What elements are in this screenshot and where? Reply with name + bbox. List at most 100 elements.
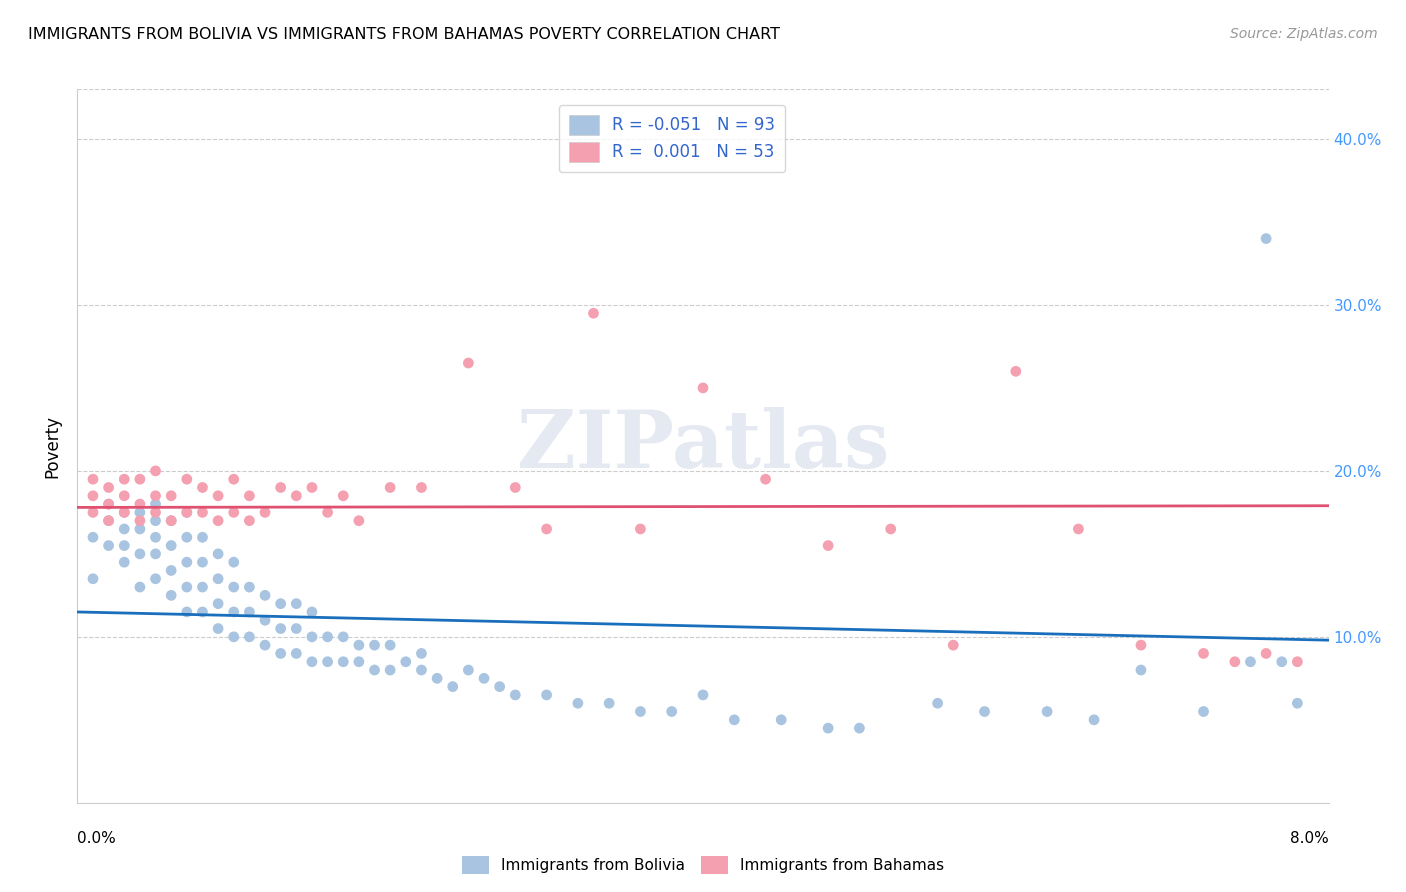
- Point: [145, 489, 167, 503]
- Point: [82, 472, 104, 486]
- Point: [112, 489, 135, 503]
- Point: [238, 489, 260, 503]
- Point: [1192, 647, 1215, 661]
- Point: [222, 605, 245, 619]
- Point: [880, 522, 903, 536]
- Point: [457, 663, 479, 677]
- Point: [723, 713, 745, 727]
- Point: [176, 580, 198, 594]
- Point: [270, 647, 292, 661]
- Text: 0.0%: 0.0%: [77, 831, 117, 847]
- Point: [176, 472, 198, 486]
- Point: [191, 505, 214, 519]
- Point: [207, 489, 229, 503]
- Point: [942, 638, 965, 652]
- Point: [129, 514, 152, 528]
- Point: [254, 588, 277, 602]
- Point: [270, 597, 292, 611]
- Point: [254, 638, 277, 652]
- Point: [347, 514, 370, 528]
- Point: [97, 539, 120, 553]
- Point: [505, 481, 527, 495]
- Point: [1067, 522, 1090, 536]
- Point: [160, 489, 183, 503]
- Point: [191, 530, 214, 544]
- Point: [176, 505, 198, 519]
- Point: [254, 613, 277, 627]
- Point: [332, 489, 354, 503]
- Point: [222, 472, 245, 486]
- Point: [380, 638, 402, 652]
- Point: [129, 505, 152, 519]
- Point: [112, 539, 135, 553]
- Point: [1192, 705, 1215, 719]
- Point: [97, 481, 120, 495]
- Point: [285, 622, 308, 636]
- Point: [395, 655, 418, 669]
- Point: [536, 522, 558, 536]
- Point: [1036, 705, 1059, 719]
- Point: [207, 572, 229, 586]
- Point: [191, 605, 214, 619]
- Point: [112, 505, 135, 519]
- Point: [661, 705, 683, 719]
- Point: [82, 489, 104, 503]
- Text: Source: ZipAtlas.com: Source: ZipAtlas.com: [1230, 27, 1378, 41]
- Point: [1239, 655, 1261, 669]
- Text: IMMIGRANTS FROM BOLIVIA VS IMMIGRANTS FROM BAHAMAS POVERTY CORRELATION CHART: IMMIGRANTS FROM BOLIVIA VS IMMIGRANTS FR…: [28, 27, 780, 42]
- Point: [112, 522, 135, 536]
- Point: [97, 514, 120, 528]
- Text: 8.0%: 8.0%: [1289, 831, 1329, 847]
- Point: [630, 522, 652, 536]
- Point: [238, 630, 260, 644]
- Point: [380, 663, 402, 677]
- Point: [301, 630, 323, 644]
- Point: [270, 481, 292, 495]
- Point: [316, 655, 339, 669]
- Point: [692, 381, 714, 395]
- Point: [426, 671, 449, 685]
- Point: [411, 663, 433, 677]
- Point: [222, 630, 245, 644]
- Point: [97, 514, 120, 528]
- Point: [630, 705, 652, 719]
- Point: [176, 505, 198, 519]
- Point: [973, 705, 995, 719]
- Point: [457, 356, 479, 370]
- Point: [301, 481, 323, 495]
- Point: [817, 721, 839, 735]
- Point: [238, 580, 260, 594]
- Point: [755, 472, 778, 486]
- Legend: R = -0.051   N = 93, R =  0.001   N = 53: R = -0.051 N = 93, R = 0.001 N = 53: [558, 104, 785, 172]
- Point: [145, 572, 167, 586]
- Point: [145, 464, 167, 478]
- Point: [301, 655, 323, 669]
- Point: [441, 680, 464, 694]
- Point: [129, 580, 152, 594]
- Point: [582, 306, 605, 320]
- Point: [363, 638, 385, 652]
- Point: [112, 505, 135, 519]
- Point: [1286, 696, 1309, 710]
- Point: [1256, 647, 1278, 661]
- Point: [238, 605, 260, 619]
- Point: [97, 497, 120, 511]
- Point: [316, 505, 339, 519]
- Point: [112, 472, 135, 486]
- Point: [1286, 655, 1309, 669]
- Point: [347, 655, 370, 669]
- Point: [82, 530, 104, 544]
- Point: [301, 605, 323, 619]
- Point: [145, 505, 167, 519]
- Point: [97, 497, 120, 511]
- Legend: Immigrants from Bolivia, Immigrants from Bahamas: Immigrants from Bolivia, Immigrants from…: [456, 850, 950, 880]
- Point: [1223, 655, 1246, 669]
- Point: [207, 622, 229, 636]
- Point: [285, 647, 308, 661]
- Point: [82, 572, 104, 586]
- Point: [817, 539, 839, 553]
- Point: [129, 547, 152, 561]
- Text: ZIPatlas: ZIPatlas: [517, 407, 889, 485]
- Point: [222, 505, 245, 519]
- Point: [254, 505, 277, 519]
